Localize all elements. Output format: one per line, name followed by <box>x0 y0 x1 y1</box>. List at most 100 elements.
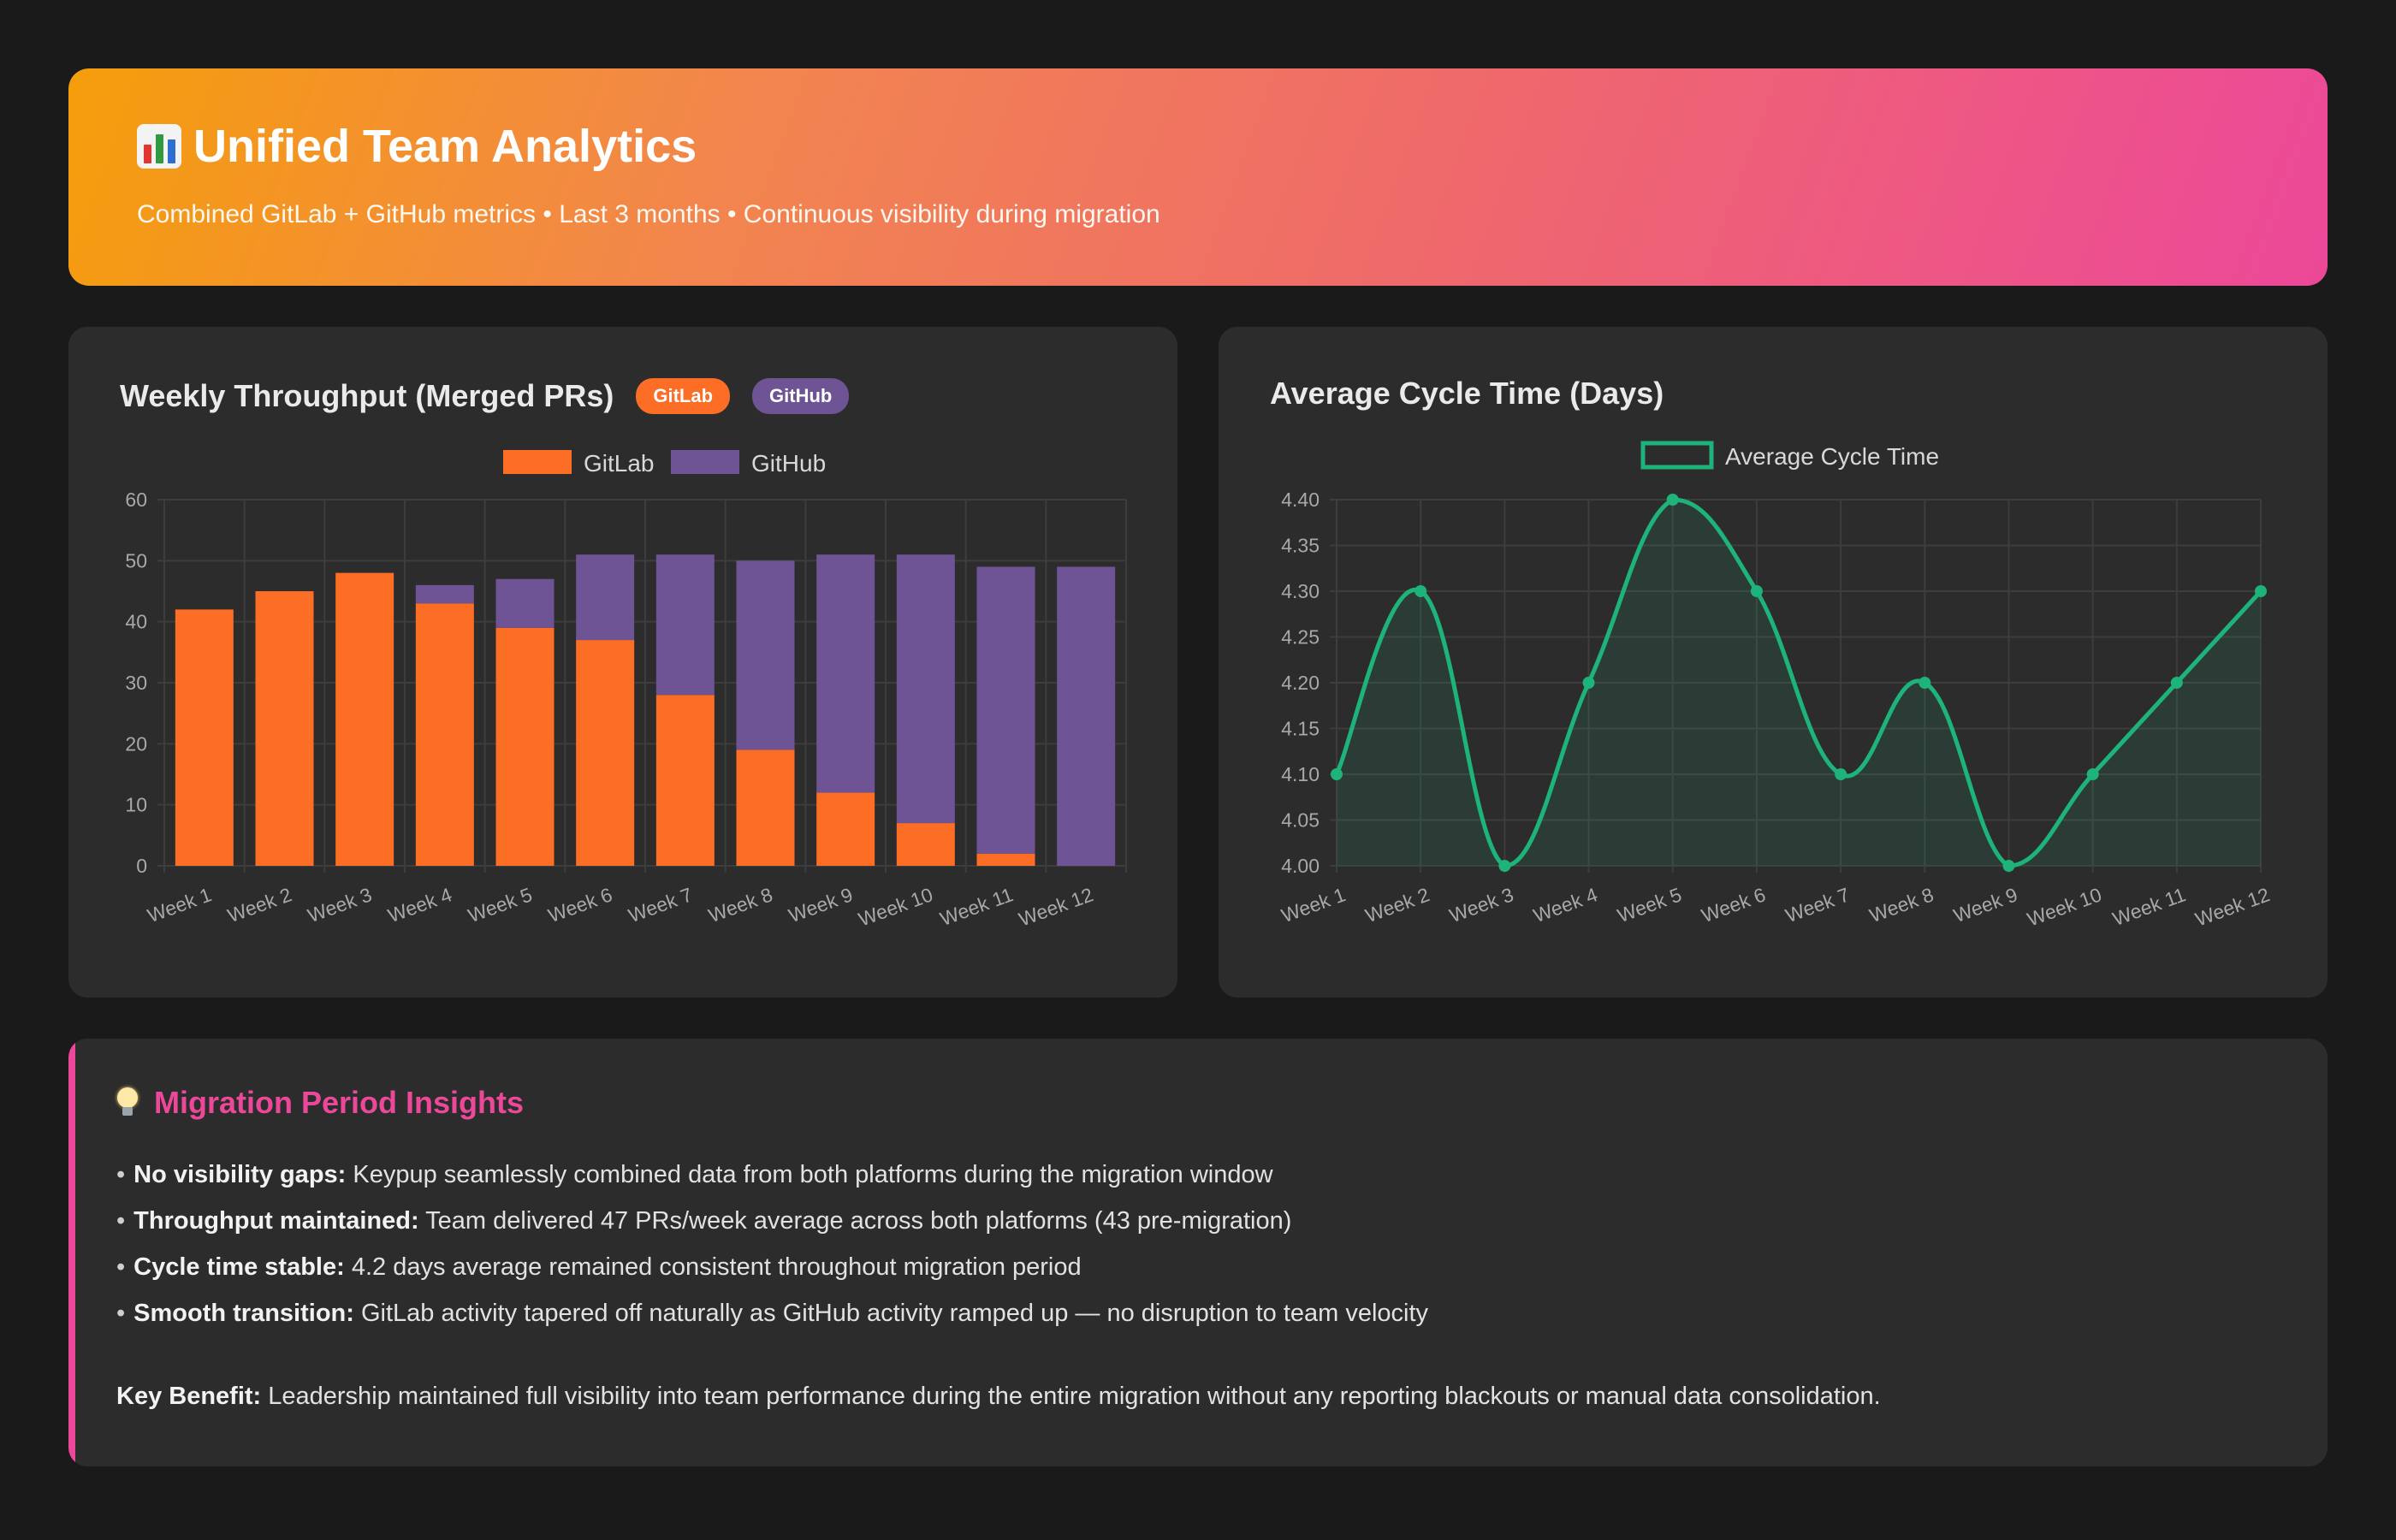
x-tick-label: Week 9 <box>1950 883 2020 927</box>
y-tick-label: 50 <box>125 549 147 572</box>
x-tick-label: Week 3 <box>305 883 375 927</box>
lightbulb-icon <box>116 1087 139 1118</box>
cycle-time-title: Average Cycle Time (Days) <box>1270 376 1664 411</box>
insight-label: Cycle time stable: <box>133 1253 345 1281</box>
data-point <box>1919 677 1931 689</box>
insights-title: Migration Period Insights <box>154 1085 525 1120</box>
bar-gitlab <box>415 603 474 866</box>
key-benefit: Key Benefit: Leadership maintained full … <box>116 1383 2280 1411</box>
x-tick-label: Week 9 <box>786 883 856 927</box>
x-tick-label: Week 7 <box>626 883 696 927</box>
insight-item: • Smooth transition: GitLab activity tape… <box>116 1300 1429 1327</box>
data-point <box>1750 585 1763 597</box>
y-tick-label: 30 <box>125 672 147 694</box>
insights-panel: Migration Period Insights • No visibility… <box>68 1039 2328 1466</box>
insight-item: • Cycle time stable: 4.2 days average rem… <box>116 1253 1082 1281</box>
key-benefit-label: Key Benefit: <box>116 1383 262 1410</box>
bar-gitlab <box>976 853 1035 866</box>
y-tick-label: 4.05 <box>1281 809 1320 832</box>
data-point <box>2002 860 2015 872</box>
data-point <box>1331 768 1343 780</box>
y-tick-label: 4.30 <box>1281 580 1320 602</box>
page-title: Unified Team Analytics <box>137 123 2259 169</box>
bar-github <box>976 566 1035 854</box>
x-tick-label: Week 10 <box>2025 883 2105 930</box>
throughput-title-row: Weekly Throughput (Merged PRs) GitLab Gi… <box>120 378 850 414</box>
gitlab-badge: GitLab <box>636 378 731 414</box>
y-tick-label: 60 <box>125 489 147 511</box>
insight-text: GitLab activity tapered off naturally as… <box>353 1300 1429 1327</box>
bar-chart-icon <box>137 124 181 169</box>
bar-gitlab <box>896 823 955 866</box>
bar-github <box>1057 566 1116 866</box>
bar-gitlab <box>576 640 635 866</box>
header-banner: Unified Team Analytics Combined GitLab +… <box>68 68 2328 286</box>
x-tick-label: Week 8 <box>1866 883 1936 927</box>
x-tick-label: Week 2 <box>1362 883 1432 927</box>
bar-gitlab <box>655 695 715 866</box>
legend-label: GitLab <box>584 450 655 477</box>
x-tick-label: Week 12 <box>2192 883 2273 930</box>
bar-gitlab <box>255 591 314 866</box>
y-tick-label: 4.10 <box>1281 763 1320 785</box>
key-benefit-text: Leadership maintained full visibility in… <box>261 1383 1881 1410</box>
bar-github <box>896 554 955 824</box>
insight-item: • No visibility gaps: Keypup seamlessly c… <box>116 1161 1273 1188</box>
bar-github <box>655 554 715 696</box>
y-tick-label: 10 <box>125 794 147 816</box>
data-point <box>1582 677 1595 689</box>
page-subtitle: Combined GitLab + GitHub metrics • Last … <box>137 200 1160 228</box>
area-fill <box>1337 500 2261 866</box>
bar-gitlab <box>816 792 875 866</box>
data-point <box>1666 494 1679 506</box>
page-title-text: Unified Team Analytics <box>193 121 697 172</box>
y-tick-label: 4.20 <box>1281 672 1320 694</box>
y-tick-label: 4.00 <box>1281 855 1320 877</box>
bar-github <box>736 560 795 750</box>
bar-github <box>415 584 474 604</box>
x-tick-label: Week 5 <box>465 883 535 927</box>
legend-swatch-cycle <box>1640 441 1714 470</box>
legend-swatch-github <box>671 450 739 474</box>
bar-gitlab <box>175 609 234 866</box>
cycle-time-title-row: Average Cycle Time (Days) <box>1270 378 1664 409</box>
y-tick-label: 20 <box>125 732 147 755</box>
insight-text: 4.2 days average remained consistent thr… <box>344 1253 1082 1281</box>
x-tick-label: Week 12 <box>1016 883 1096 930</box>
x-tick-label: Week 1 <box>1278 883 1349 927</box>
y-tick-label: 40 <box>125 611 147 633</box>
y-tick-label: 0 <box>136 855 147 877</box>
throughput-card: 0 10 20 30 40 50 60 Week 1 Week 2 Week 3 Week 4 Wee… <box>68 327 1177 998</box>
x-tick-label: Week 3 <box>1446 883 1516 927</box>
data-point <box>2170 677 2183 689</box>
x-tick-label: Week 4 <box>1530 883 1600 927</box>
bar-github <box>495 578 555 628</box>
throughput-title: Weekly Throughput (Merged PRs) <box>120 378 614 413</box>
x-tick-label: Week 11 <box>937 883 1016 930</box>
bar-github <box>816 554 875 793</box>
bar-gitlab <box>495 627 555 866</box>
data-point <box>1498 860 1511 872</box>
legend-swatch-gitlab <box>503 450 572 474</box>
series-line <box>1334 497 2263 868</box>
insight-item: • Throughput maintained: Team delivered 4… <box>116 1207 1292 1235</box>
x-tick-label: Week 2 <box>224 883 294 927</box>
x-tick-label: Week 8 <box>705 883 775 927</box>
insight-label: Smooth transition: <box>133 1300 354 1327</box>
insight-label: Throughput maintained: <box>133 1207 419 1235</box>
x-tick-label: Week 1 <box>145 883 215 927</box>
data-point <box>1414 585 1427 597</box>
x-tick-label: Week 10 <box>856 883 936 930</box>
data-point <box>2255 585 2267 597</box>
insight-text: Team delivered 47 PRs/week average acros… <box>418 1207 1292 1235</box>
y-tick-label: 4.15 <box>1281 718 1320 740</box>
y-tick-label: 4.35 <box>1281 535 1320 557</box>
github-badge: GitHub <box>752 378 850 414</box>
y-tick-label: 4.25 <box>1281 626 1320 649</box>
x-tick-label: Week 6 <box>1699 883 1769 927</box>
data-point <box>2086 768 2099 780</box>
bar-gitlab <box>736 749 795 866</box>
bar-gitlab <box>335 572 394 866</box>
cycle-time-chart: 4.00 4.05 4.10 4.15 4.20 4.25 4.30 4.35 4.40 Week… <box>1278 441 2273 931</box>
